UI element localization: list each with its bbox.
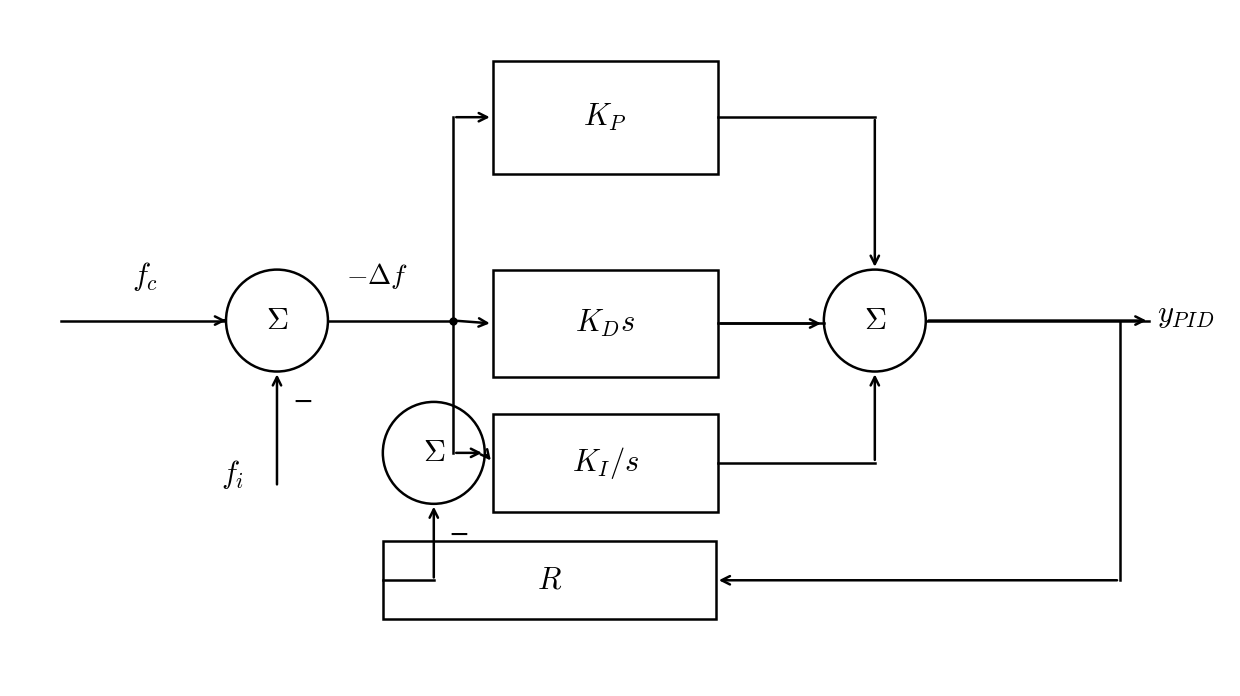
FancyBboxPatch shape bbox=[492, 269, 718, 377]
FancyBboxPatch shape bbox=[383, 541, 715, 619]
Circle shape bbox=[823, 269, 926, 372]
FancyBboxPatch shape bbox=[492, 413, 718, 512]
Text: $K_P$: $K_P$ bbox=[583, 102, 627, 133]
Text: $\Sigma$: $\Sigma$ bbox=[265, 306, 288, 335]
FancyBboxPatch shape bbox=[492, 61, 718, 173]
Text: $-\Delta f$: $-\Delta f$ bbox=[346, 261, 408, 291]
Text: $\Sigma$: $\Sigma$ bbox=[423, 438, 445, 468]
Text: $K_I / s$: $K_I / s$ bbox=[572, 445, 639, 481]
Text: $f_i$: $f_i$ bbox=[221, 458, 244, 491]
Text: $R$: $R$ bbox=[537, 566, 562, 595]
Text: $-$: $-$ bbox=[291, 389, 312, 413]
Text: $y_{PID}$: $y_{PID}$ bbox=[1157, 301, 1214, 330]
Circle shape bbox=[383, 402, 485, 504]
Circle shape bbox=[226, 269, 327, 372]
Text: $K_D s$: $K_D s$ bbox=[575, 308, 636, 339]
Text: $f_c$: $f_c$ bbox=[131, 260, 157, 293]
Text: $-$: $-$ bbox=[449, 521, 469, 546]
Text: $\Sigma$: $\Sigma$ bbox=[863, 306, 885, 335]
